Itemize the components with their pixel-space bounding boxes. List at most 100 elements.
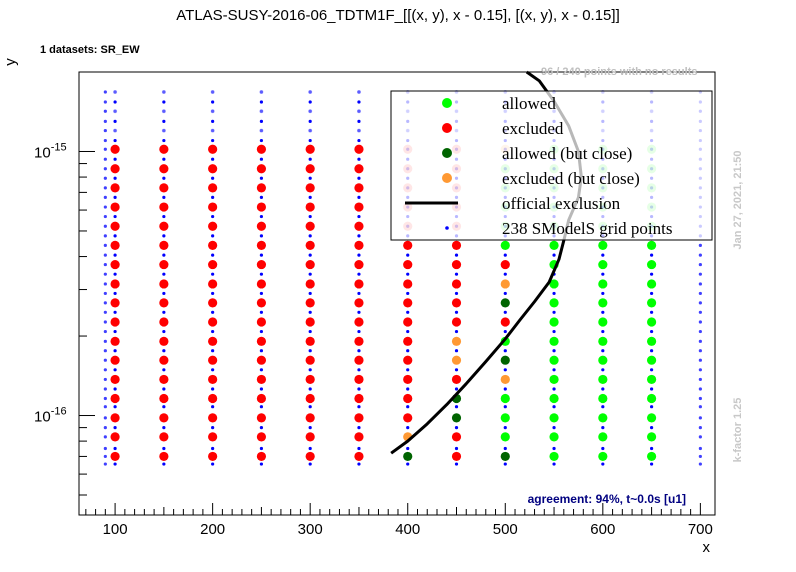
grid-point: [162, 138, 166, 143]
grid-point: [103, 387, 107, 391]
result-point: [549, 374, 559, 385]
result-point: [354, 202, 364, 212]
grid-point: [698, 405, 702, 409]
grid-point: [698, 387, 702, 391]
grid-point: [503, 368, 507, 372]
grid-point: [103, 167, 107, 171]
result-point: [256, 317, 267, 327]
grid-point: [259, 291, 264, 296]
grid-point: [113, 100, 117, 104]
grid-point: [698, 329, 702, 334]
no-result-point: [259, 89, 264, 94]
grid-point: [162, 426, 166, 430]
result-point: [256, 183, 267, 193]
grid-point: [698, 349, 702, 353]
grid-point: [103, 119, 107, 123]
grid-point: [406, 446, 410, 451]
x-tick-label: 500: [493, 521, 518, 538]
grid-point: [698, 301, 702, 305]
result-point: [208, 202, 218, 212]
grid-point: [454, 446, 459, 451]
result-point: [646, 298, 657, 308]
grid-point: [406, 387, 410, 391]
grid-point: [259, 368, 264, 372]
grid-point: [259, 176, 264, 180]
grid-point: [649, 272, 654, 276]
result-point: [305, 240, 315, 250]
result-point: [110, 317, 120, 327]
grid-point: [698, 262, 702, 267]
grid-point: [113, 272, 117, 276]
legend-marker: [442, 98, 452, 108]
result-point: [256, 451, 267, 462]
no-result-point: [356, 128, 361, 133]
grid-point: [698, 377, 702, 382]
result-point: [208, 183, 218, 193]
grid-point: [503, 310, 507, 314]
result-point: [159, 221, 169, 231]
grid-point: [103, 272, 107, 276]
grid-point: [211, 329, 215, 334]
result-point: [451, 259, 462, 270]
result-point: [159, 183, 169, 193]
grid-point: [649, 462, 654, 466]
result-point: [403, 355, 413, 365]
grid-point: [113, 253, 117, 257]
result-point: [354, 279, 364, 289]
grid-point: [308, 195, 312, 200]
result-point: [208, 355, 218, 365]
grid-point: [698, 282, 702, 286]
no-result-point: [161, 128, 166, 133]
grid-point: [357, 446, 361, 451]
grid-point: [308, 368, 312, 372]
grid-point: [454, 462, 459, 466]
grid-point: [103, 128, 107, 133]
grid-point: [103, 234, 107, 238]
result-point: [549, 432, 559, 442]
result-point: [159, 451, 169, 462]
grid-point: [357, 426, 361, 430]
legend-label: allowed (but close): [502, 144, 632, 163]
x-tick-label: 600: [590, 521, 615, 538]
grid-point: [259, 119, 264, 123]
grid-point: [211, 349, 215, 353]
result-point: [208, 221, 218, 231]
legend-marker: [442, 173, 452, 183]
no-result-point: [161, 109, 166, 114]
datasets-label: 1 datasets: SR_EW: [40, 44, 140, 56]
grid-point: [552, 291, 556, 296]
grid-point: [103, 339, 107, 343]
result-point: [256, 144, 267, 154]
grid-point: [357, 349, 361, 353]
grid-point: [211, 272, 215, 276]
grid-point: [211, 405, 215, 409]
result-point: [403, 259, 413, 270]
grid-point: [103, 416, 107, 420]
result-point: [598, 374, 608, 385]
result-point: [500, 317, 510, 327]
grid-point: [406, 310, 410, 314]
result-point: [305, 144, 315, 154]
result-point: [549, 240, 559, 250]
grid-point: [162, 387, 166, 391]
result-point: [354, 240, 364, 250]
result-point: [646, 413, 657, 423]
grid-point: [162, 446, 166, 451]
result-point: [354, 336, 364, 346]
grid-point: [454, 405, 459, 409]
result-point: [110, 432, 120, 442]
result-point: [256, 221, 267, 231]
grid-point: [259, 446, 264, 451]
grid-point: [162, 119, 166, 123]
result-point: [110, 144, 120, 154]
grid-point: [259, 214, 264, 219]
grid-point: [103, 109, 107, 113]
result-point: [598, 355, 608, 365]
result-point: [159, 298, 169, 308]
result-point: [256, 393, 267, 404]
grid-point: [103, 186, 107, 190]
grid-point: [357, 100, 361, 104]
result-point: [110, 298, 120, 308]
grid-point: [649, 291, 654, 296]
result-point: [305, 317, 315, 327]
